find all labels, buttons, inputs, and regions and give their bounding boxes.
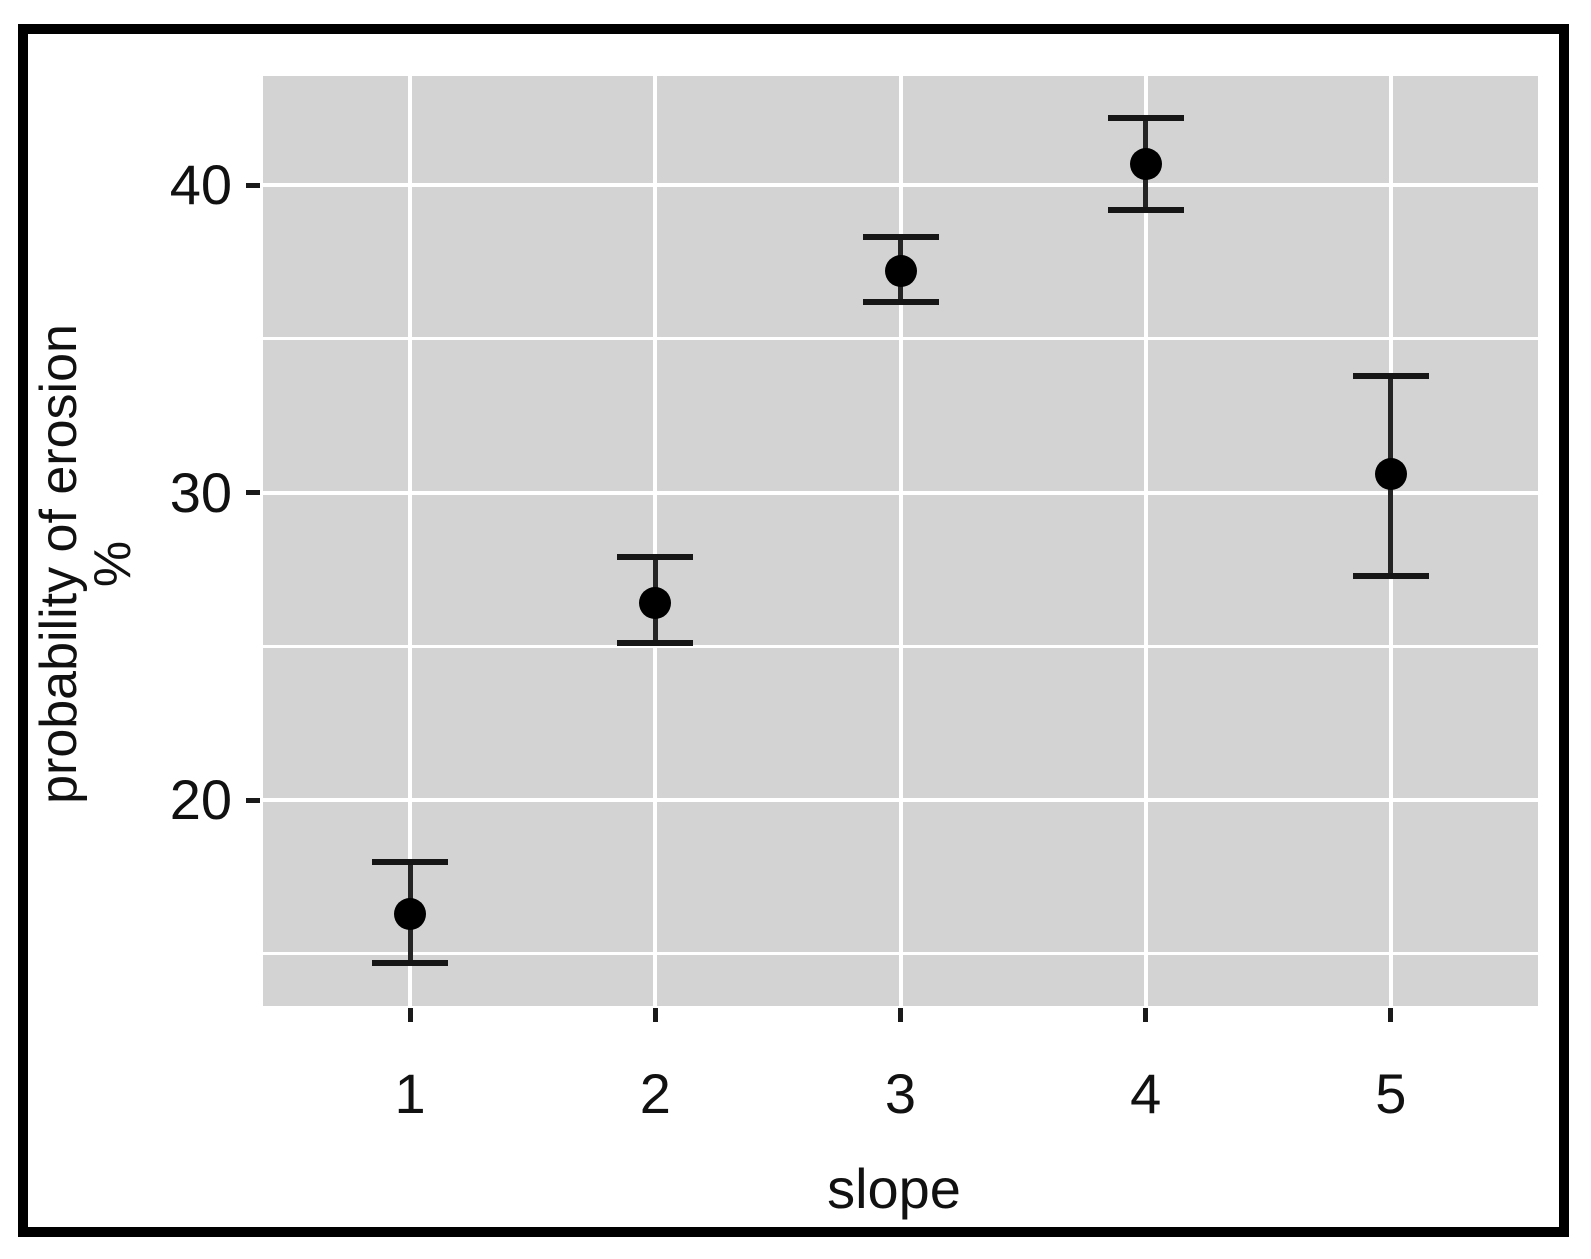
y-axis-title: probability of erosion % [30,154,144,974]
x-tick-label: 4 [1130,1062,1162,1125]
x-axis-tick [898,1008,903,1022]
error-bar-cap-top [1107,114,1184,121]
gridline-x-major [653,76,658,1006]
x-axis-tick [407,1008,413,1022]
data-point [884,255,917,288]
error-bar-cap-bottom [617,640,694,647]
x-axis-tick [1143,1008,1149,1022]
y-axis-tick [246,797,260,803]
y-tick-label: 20 [169,768,232,832]
plot-panel [263,76,1538,1006]
data-point [1129,147,1162,180]
error-bar-cap-bottom [1352,572,1429,579]
gridline-x-major [1143,76,1148,1006]
error-bar-cap-top [1352,372,1429,379]
x-tick-label: 2 [639,1062,671,1125]
error-bar-cap-top [862,234,939,241]
x-tick-label: 1 [394,1062,426,1125]
gridline-x-major [408,76,413,1006]
error-bar-cap-bottom [1107,206,1184,213]
data-point [1374,458,1407,491]
y-axis-title-line2: % [84,540,142,588]
x-tick-label: 5 [1375,1062,1407,1125]
error-bar-cap-bottom [862,298,939,305]
x-tick-label: 3 [884,1062,917,1125]
y-tick-label: 40 [169,153,232,217]
error-bar-cap-bottom [372,959,449,966]
x-axis-tick [652,1008,658,1022]
error-bar-cap-top [617,554,694,561]
y-axis-tick [246,182,260,188]
data-point [394,897,427,930]
y-axis-tick [246,490,260,496]
y-tick-label: 30 [169,460,232,524]
gridline-x-major [898,76,903,1006]
error-bar-cap-top [372,858,449,865]
x-axis-title: slope [827,1157,961,1220]
data-point [639,587,672,620]
y-axis-title-line1: probability of erosion [30,324,88,804]
x-axis-tick [1388,1008,1394,1022]
